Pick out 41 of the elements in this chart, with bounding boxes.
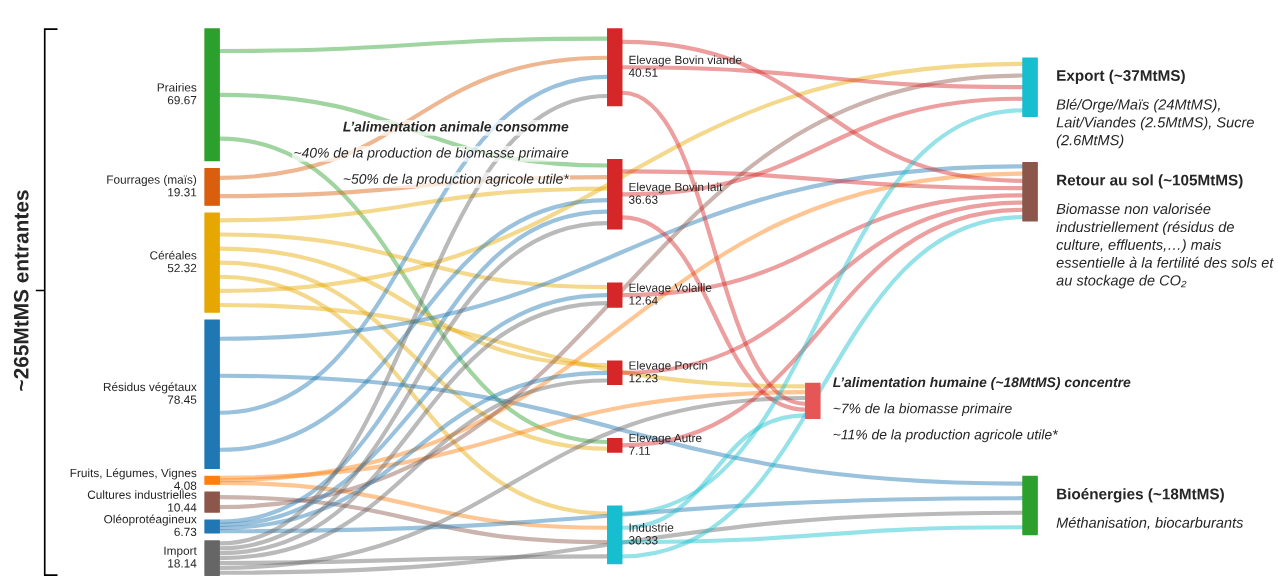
text: ~265MtMS entrantes xyxy=(13,190,29,391)
data-label: 4.08 xyxy=(174,481,197,490)
text: ~7% de la biomasse primaire xyxy=(833,403,1012,417)
data-label: 19.31 xyxy=(168,188,197,197)
data-label: 6.73 xyxy=(174,527,197,537)
category-label: Céréales xyxy=(150,250,197,260)
data-label: 30.33 xyxy=(628,536,658,545)
category-label: Prairies xyxy=(157,82,197,92)
category-label: Résidus végétaux xyxy=(103,382,197,394)
data-label: 40.51 xyxy=(628,68,658,77)
text: Méthanisation, biocarburants xyxy=(1056,516,1244,530)
category-label: Industrie xyxy=(629,523,674,532)
text: Biomasse non valorisée industriellement (résidus de culture, effluents,…) mais essentielle à la fertilité des sols et au stockage de CO₂ xyxy=(1056,203,1274,289)
category-label: Fruits, Légumes, Vignes xyxy=(70,468,197,480)
data-label: 52.32 xyxy=(167,263,197,273)
text: ~11% de la production agricole utile* xyxy=(833,429,1058,443)
data-label: 12.64 xyxy=(629,296,658,305)
category-label: Import xyxy=(164,546,197,558)
data-label: 69.67 xyxy=(167,95,197,105)
data-label: 78.45 xyxy=(167,395,197,404)
text: ~50% de la production agricole utile* xyxy=(343,173,570,187)
category-label: Oléoprotéagineux xyxy=(104,514,197,526)
category-label: Elevage Porcin xyxy=(629,360,708,372)
category-label: L’alimentation humaine (~18MtMS) concentre xyxy=(832,376,1131,390)
category-label: Export (~37MtMS) xyxy=(1057,69,1185,84)
category-label: Bioénergies (~18MtMS) xyxy=(1057,488,1224,503)
category-label: Retour au sol (~105MtMS) xyxy=(1057,174,1243,189)
category-label: Elevage Autre xyxy=(629,433,702,445)
category-label: Elevage Bovin lait xyxy=(629,182,723,194)
data-label: 18.14 xyxy=(168,559,197,568)
text: L’alimentation animale consomme xyxy=(343,121,569,132)
category-label: Fourrages (maïs) xyxy=(107,175,197,187)
category-label: Cultures industrielles xyxy=(87,490,197,499)
data-label: 12.23 xyxy=(629,374,658,383)
category-label: Elevage Bovin viande xyxy=(629,55,742,67)
text: ~40% de la production de biomasse primaire xyxy=(294,147,569,161)
category-label: Elevage Volaille xyxy=(629,283,712,295)
data-label: 7.11 xyxy=(629,446,651,455)
text: Blé/Orge/Maïs (24MtMS), Lait/Viandes (2.5MtMS), Sucre (2.6MtMS) xyxy=(1056,98,1254,149)
data-label: 36.63 xyxy=(628,195,658,204)
data-label: 10.44 xyxy=(168,503,197,512)
